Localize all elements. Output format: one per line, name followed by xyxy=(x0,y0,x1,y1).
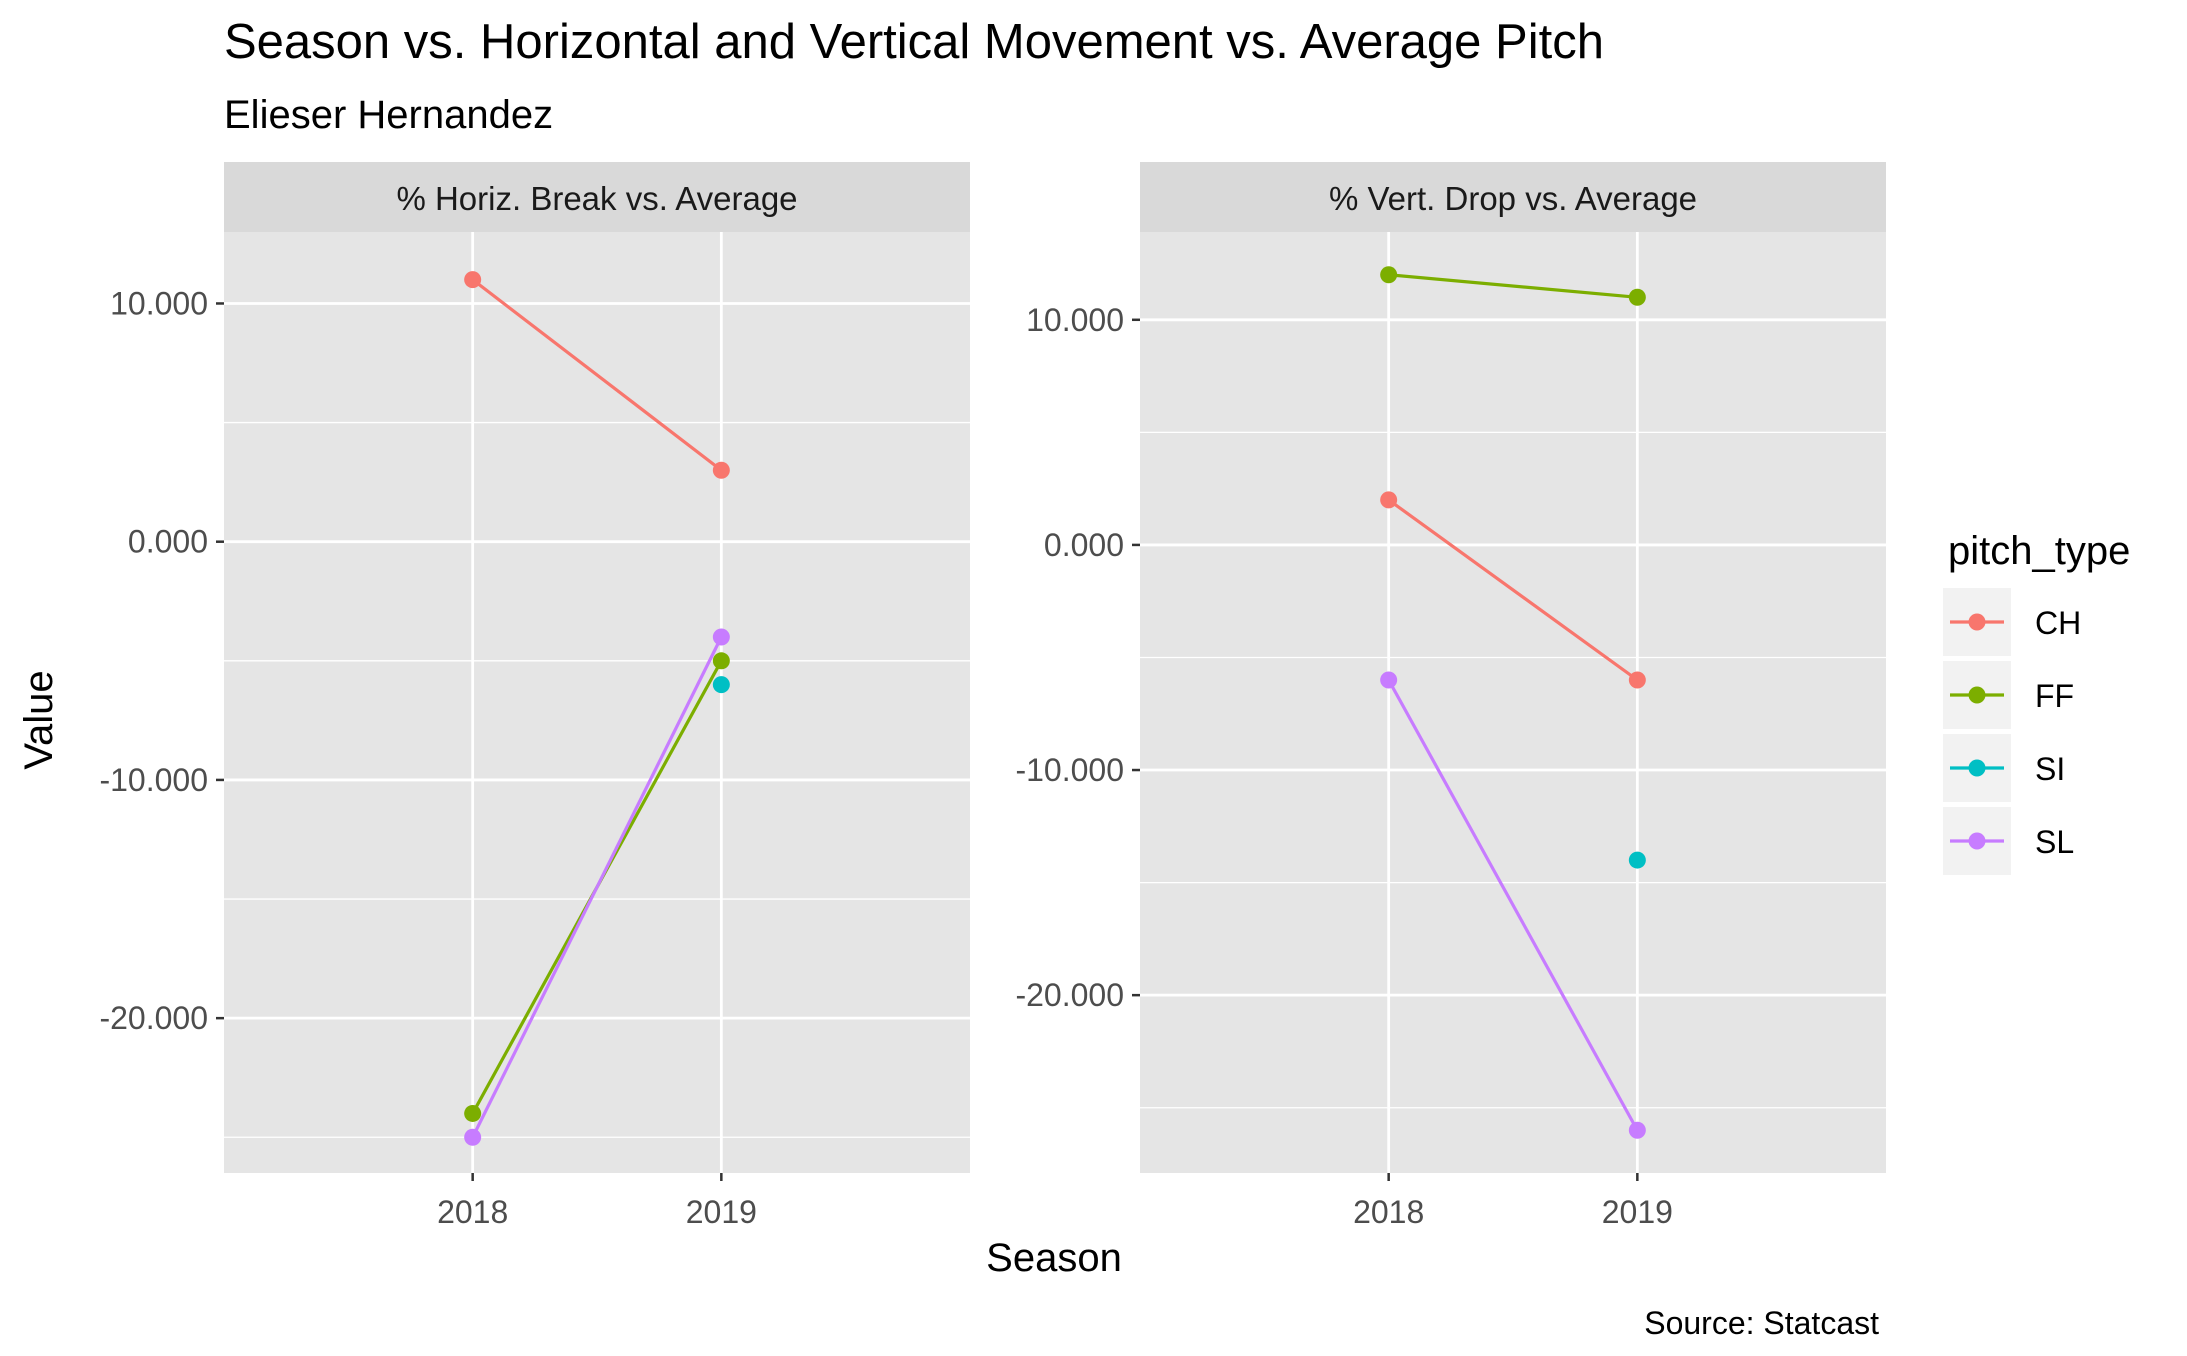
data-point-ff xyxy=(1380,266,1398,284)
x-tick-label: 2019 xyxy=(1602,1194,1673,1230)
legend-item-label: SI xyxy=(2035,751,2065,787)
data-point-ch xyxy=(712,461,730,479)
facet-panels: % Horiz. Break vs. Average 10.000 0.000 -10… xyxy=(99,162,1886,1230)
data-point-ch xyxy=(1380,491,1398,509)
panel-background xyxy=(1140,232,1886,1173)
x-tick-label: 2018 xyxy=(437,1194,508,1230)
panel-strip xyxy=(224,162,970,232)
data-point-si xyxy=(712,676,730,694)
y-tick-label: -20.000 xyxy=(99,1000,208,1036)
legend-item-ff: FF xyxy=(1943,661,2074,729)
series-line-sl xyxy=(471,636,723,1138)
y-tick-label: 10.000 xyxy=(1026,302,1124,338)
y-tick-label: -20.000 xyxy=(1015,977,1124,1013)
data-point-sl xyxy=(1380,671,1398,689)
y-tick-label: 10.000 xyxy=(110,285,208,321)
panel-background xyxy=(224,232,970,1173)
chart-title: Season vs. Horizontal and Vertical Movem… xyxy=(224,15,1604,69)
y-tick-label: 0.000 xyxy=(128,524,208,560)
y-axis-label: Value xyxy=(17,670,61,769)
series-line-ch xyxy=(1387,498,1639,682)
legend-item-ch: CH xyxy=(1943,588,2081,656)
legend-item-si: SI xyxy=(1943,734,2065,802)
data-point-ff xyxy=(464,1104,482,1122)
legend-keys: CH FF SI SL xyxy=(1943,588,2081,875)
data-point-ch xyxy=(464,271,482,289)
data-point-ch xyxy=(1628,671,1646,689)
data-point-sl xyxy=(464,1128,482,1146)
x-tick-label: 2019 xyxy=(686,1194,757,1230)
series-line-sl xyxy=(1387,679,1639,1132)
legend-key-point xyxy=(1968,759,1986,777)
legend-item-sl: SL xyxy=(1943,807,2074,875)
legend-key-point xyxy=(1968,613,1986,631)
legend-key-point xyxy=(1968,686,1986,704)
chart-caption: Source: Statcast xyxy=(1644,1305,1879,1341)
series-line-ch xyxy=(471,278,723,472)
data-point-ff xyxy=(1628,288,1646,306)
legend-key-point xyxy=(1968,832,1986,850)
legend: pitch_type CH FF SI SL xyxy=(1943,529,2130,875)
series-line-ff xyxy=(1388,273,1638,299)
legend-item-label: SL xyxy=(2035,824,2074,860)
panel-strip-title: % Horiz. Break vs. Average xyxy=(396,180,797,217)
data-point-ff xyxy=(712,652,730,670)
data-point-sl xyxy=(1628,1121,1646,1139)
data-point-si xyxy=(1628,851,1646,869)
legend-item-label: CH xyxy=(2035,605,2081,641)
panel-strip xyxy=(1140,162,1886,232)
y-tick-label: -10.000 xyxy=(99,762,208,798)
y-tick-label: -10.000 xyxy=(1015,752,1124,788)
chart-subtitle: Elieser Hernandez xyxy=(224,93,553,137)
facet-panel-2: % Vert. Drop vs. Average 10.000 0.000 -10.0… xyxy=(1015,162,1886,1230)
x-axis-label: Season xyxy=(986,1236,1122,1280)
x-tick-label: 2018 xyxy=(1353,1194,1424,1230)
data-point-sl xyxy=(712,628,730,646)
facet-panel-1: % Horiz. Break vs. Average 10.000 0.000 -10… xyxy=(99,162,970,1230)
legend-item-label: FF xyxy=(2035,678,2074,714)
panel-strip-title: % Vert. Drop vs. Average xyxy=(1329,180,1697,217)
legend-title: pitch_type xyxy=(1948,529,2130,573)
y-tick-label: 0.000 xyxy=(1044,527,1124,563)
